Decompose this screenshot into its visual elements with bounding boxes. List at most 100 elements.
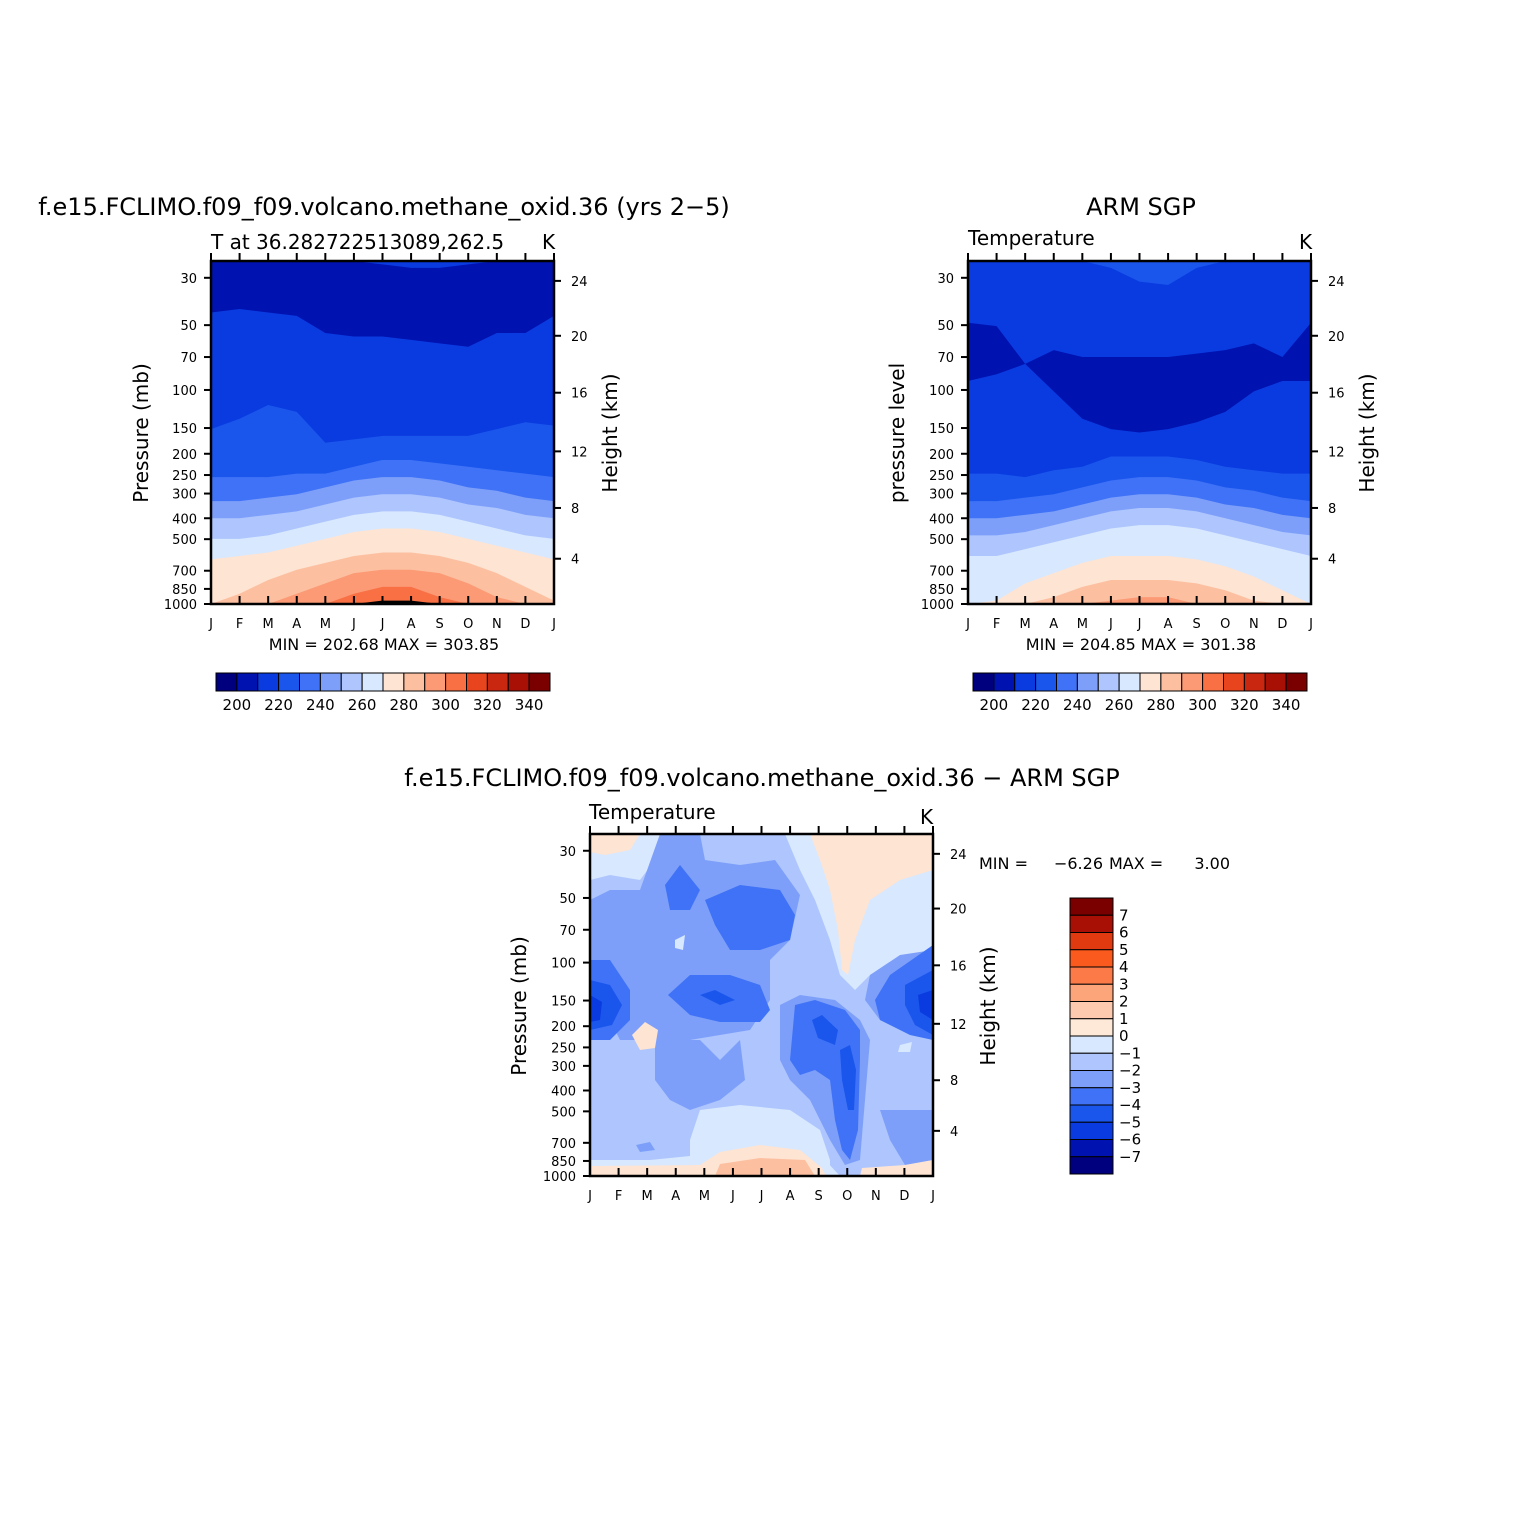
colorbar-swatch [1069, 1156, 1114, 1175]
panel-model-min-max: MIN = 202.68 MAX = 303.85 [269, 635, 499, 654]
colorbar-swatch [403, 672, 426, 692]
x-tick-label: M [1020, 617, 1031, 632]
y-tick-label: 50 [180, 319, 197, 334]
colorbar-label: 340 [1272, 696, 1301, 714]
colorbar-swatch [1056, 672, 1078, 692]
panel-model-colorbar: 200 220 240 260 280 300 320 340 [215, 672, 551, 714]
colorbar-swatch [1069, 1018, 1114, 1037]
x-tick-label: J [380, 617, 385, 632]
panel-diff-max-label: MAX = [1109, 854, 1163, 873]
right-y-tick-label: 8 [571, 502, 579, 517]
colorbar-label: 260 [348, 696, 377, 714]
colorbar-swatch [486, 672, 509, 692]
panel-obs-title: ARM SGP [1086, 193, 1196, 221]
panel-diff-max-value: 3.00 [1194, 854, 1230, 873]
colorbar-swatch [1076, 672, 1099, 692]
panel-model-right-axis-label: Height (km) [598, 373, 622, 492]
diff-fill-blue-b [705, 885, 795, 950]
panel-obs-y-axis-label: pressure level [885, 363, 909, 503]
colorbar-label: 200 [980, 696, 1009, 714]
y-tick-label: 200 [172, 448, 197, 463]
colorbar-swatch [361, 672, 384, 692]
y-tick-label: 50 [559, 892, 576, 907]
colorbar-label: −7 [1119, 1148, 1141, 1166]
x-tick-label: D [1277, 617, 1287, 632]
colorbar-swatch [528, 672, 551, 692]
x-tick-label: J [730, 1189, 735, 1204]
colorbar-swatch [1243, 672, 1266, 692]
x-tick-label: M [320, 617, 331, 632]
y-tick-label: 250 [551, 1041, 576, 1056]
x-tick-label: A [292, 617, 301, 632]
right-y-tick-label: 4 [950, 1125, 958, 1140]
y-tick-label: 200 [929, 448, 954, 463]
colorbar-label: 260 [1105, 696, 1134, 714]
x-tick-label: J [1137, 617, 1142, 632]
y-tick-label: 100 [929, 384, 954, 399]
colorbar-swatch [1069, 897, 1114, 916]
x-tick-label: F [615, 1189, 622, 1204]
x-tick-label: A [1164, 617, 1173, 632]
colorbar-swatch [382, 672, 405, 692]
panel-obs-min-max: MIN = 204.85 MAX = 301.38 [1026, 635, 1256, 654]
panel-diff-min-label: MIN = [979, 854, 1028, 873]
panel-diff-units: K [920, 805, 934, 829]
diff-fill-blue-a [665, 865, 700, 910]
y-tick-label: 1000 [543, 1170, 576, 1185]
y-tick-label: 100 [172, 384, 197, 399]
colorbar-swatch [1069, 1052, 1114, 1071]
x-tick-label: M [263, 617, 274, 632]
y-tick-label: 700 [929, 565, 954, 580]
panel-diff-plot-area [590, 834, 933, 1176]
colorbar-label: 200 [223, 696, 252, 714]
x-tick-label: J [587, 1189, 592, 1204]
colorbar-swatch [236, 672, 259, 692]
colorbar-swatch [1069, 1104, 1114, 1123]
x-tick-label: N [1249, 617, 1259, 632]
colorbar-swatch [1139, 672, 1162, 692]
y-tick-label: 200 [551, 1020, 576, 1035]
panel-model-plot-area [211, 261, 554, 604]
colorbar-swatch [299, 672, 321, 692]
diff-fill-core-b [590, 995, 602, 1022]
y-tick-label: 70 [559, 924, 576, 939]
x-tick-label: A [1049, 617, 1058, 632]
colorbar-swatch [1118, 672, 1141, 692]
right-y-tick-label: 20 [950, 903, 967, 918]
x-tick-label: M [642, 1189, 653, 1204]
right-y-tick-label: 16 [571, 387, 588, 402]
diff-fill-mid-blue-e [880, 1110, 933, 1165]
y-tick-label: 400 [551, 1085, 576, 1100]
x-tick-label: A [786, 1189, 795, 1204]
y-tick-label: 850 [929, 583, 954, 598]
colorbar-label: −1 [1119, 1044, 1141, 1062]
colorbar-swatch [319, 672, 342, 692]
x-tick-label: J [351, 617, 356, 632]
panel-diff-y-axis-label: Pressure (mb) [507, 936, 531, 1076]
diff-fill-light-spot-b [898, 1042, 912, 1052]
x-tick-label: J [759, 1189, 764, 1204]
diff-fill-core-g [840, 1045, 856, 1110]
panel-diff-title: f.e15.FCLIMO.f09_f09.volcano.methane_oxi… [404, 764, 1119, 792]
colorbar-label: 340 [515, 696, 544, 714]
right-y-tick-label: 24 [950, 848, 967, 863]
colorbar-swatch [1069, 1139, 1114, 1158]
y-tick-label: 1000 [164, 598, 197, 613]
x-tick-label: N [871, 1189, 881, 1204]
x-tick-label: F [993, 617, 1000, 632]
diff-fill-mid-blue-d [655, 1040, 745, 1110]
panel-obs-subtitle: Temperature [967, 226, 1095, 250]
y-tick-label: 100 [551, 957, 576, 972]
right-y-tick-label: 8 [1328, 502, 1336, 517]
diff-fill-blue-f [790, 1000, 860, 1160]
x-tick-label: F [236, 617, 243, 632]
right-y-tick-label: 16 [950, 959, 967, 974]
colorbar-label: 3 [1119, 975, 1129, 993]
colorbar-label: 4 [1119, 958, 1129, 976]
x-tick-label: D [899, 1189, 909, 1204]
colorbar-swatch [1181, 672, 1204, 692]
panel-diff-min-value: −6.26 [1054, 854, 1103, 873]
x-tick-label: O [463, 617, 473, 632]
diff-fill-core-d [918, 990, 933, 1020]
panel-model-y-axis-label: Pressure (mb) [129, 363, 153, 503]
